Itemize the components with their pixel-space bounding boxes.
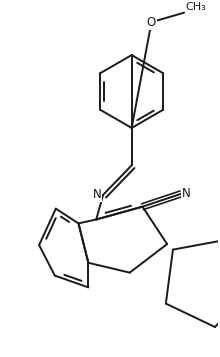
Text: O: O xyxy=(147,16,156,29)
Text: N: N xyxy=(93,188,101,201)
Text: CH₃: CH₃ xyxy=(185,2,206,12)
Text: N: N xyxy=(182,187,191,200)
